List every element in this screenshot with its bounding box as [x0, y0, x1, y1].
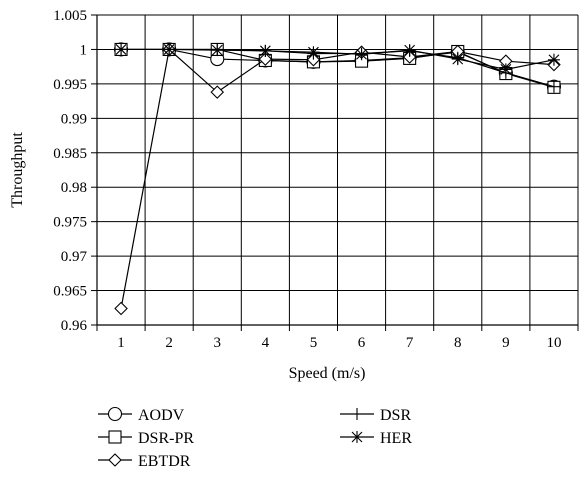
legend: AODV DSR-PR EBTDR DSR HER	[98, 406, 412, 470]
data-point-her	[259, 44, 272, 57]
data-point-her	[355, 48, 368, 61]
y-axis-title: Throughput	[9, 132, 26, 208]
series-layer	[114, 42, 562, 316]
y-tick-label: 0.975	[53, 215, 87, 231]
data-point-her	[115, 43, 128, 56]
y-tick-label: 0.97	[61, 249, 88, 265]
x-tick-label: 1	[117, 335, 125, 351]
data-point-her	[307, 46, 320, 59]
data-point-dsr	[547, 80, 560, 93]
data-point-her	[403, 44, 416, 57]
legend-item-ebtdr: EBTDR	[98, 453, 191, 470]
y-tick-label: 0.995	[53, 77, 87, 93]
y-tick-label: 1	[80, 42, 88, 58]
x-tick-label: 3	[214, 335, 222, 351]
legend-marker-her	[351, 431, 363, 443]
data-point-ebtdr	[306, 52, 321, 67]
data-point-her	[547, 53, 560, 66]
data-point-ebtdr	[258, 52, 273, 66]
legend-label-dsr: DSR	[380, 407, 411, 424]
y-tick-label: 0.99	[61, 111, 87, 127]
data-point-her	[451, 53, 464, 66]
x-tick-label: 5	[310, 335, 318, 351]
series-her	[115, 43, 560, 76]
series-ebtdr	[114, 42, 561, 316]
data-point-ebtdr	[114, 301, 128, 316]
x-axis-ticks: 1 2 3 4 5 6 7 8 9 10	[96, 325, 579, 351]
data-point-ebtdr	[402, 50, 417, 64]
x-tick-label: 2	[165, 335, 173, 351]
x-tick-label: 9	[502, 335, 510, 351]
legend-marker-dsr-pr	[108, 430, 122, 444]
series-line-ebtdr	[120, 48, 554, 309]
y-tick-label: 0.965	[53, 284, 87, 300]
legend-item-aodv: AODV	[98, 406, 185, 424]
data-point-ebtdr	[210, 85, 225, 99]
y-tick-label: 1.005	[53, 8, 87, 24]
legend-item-dsr: DSR	[340, 407, 411, 424]
legend-label-her: HER	[380, 430, 412, 447]
x-tick-label: 7	[406, 335, 414, 351]
legend-label-dsr-pr: DSR-PR	[138, 430, 194, 447]
legend-item-her: HER	[340, 430, 412, 447]
data-point-her	[163, 43, 176, 56]
legend-label-ebtdr: EBTDR	[138, 453, 191, 470]
y-axis-ticks: 0.96 0.965 0.97 0.975 0.98 0.985 0.99 0.995 1 1.0…	[53, 8, 97, 334]
series-line-her	[121, 48, 555, 71]
legend-marker-aodv	[107, 406, 123, 422]
legend-item-dsr-pr: DSR-PR	[98, 430, 194, 447]
data-point-her	[211, 44, 224, 57]
x-tick-label: 8	[454, 335, 462, 351]
y-tick-label: 0.985	[53, 146, 87, 162]
x-tick-label: 6	[358, 335, 366, 351]
x-axis-title: Speed (m/s)	[289, 365, 366, 382]
y-tick-label: 0.98	[61, 180, 87, 196]
legend-marker-ebtdr	[108, 453, 122, 467]
x-tick-label: 4	[262, 335, 270, 351]
legend-marker-dsr	[351, 408, 363, 420]
legend-label-aodv: AODV	[138, 407, 185, 424]
y-tick-label: 0.96	[61, 318, 88, 334]
data-point-her	[499, 63, 512, 76]
x-tick-label: 10	[546, 335, 561, 351]
